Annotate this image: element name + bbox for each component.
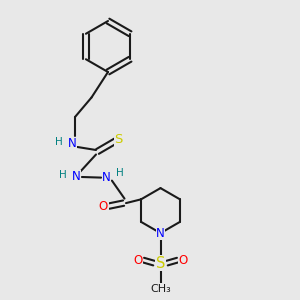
Text: O: O bbox=[134, 254, 142, 267]
Text: CH₃: CH₃ bbox=[150, 284, 171, 294]
Text: N: N bbox=[72, 170, 81, 184]
Text: N: N bbox=[68, 137, 76, 151]
Text: N: N bbox=[102, 171, 111, 184]
Text: S: S bbox=[114, 133, 123, 146]
Text: S: S bbox=[156, 256, 165, 271]
Text: N: N bbox=[156, 226, 165, 240]
Text: H: H bbox=[59, 170, 67, 181]
Text: O: O bbox=[99, 200, 108, 213]
Text: H: H bbox=[55, 137, 62, 148]
Text: O: O bbox=[178, 254, 188, 267]
Text: H: H bbox=[116, 168, 124, 178]
